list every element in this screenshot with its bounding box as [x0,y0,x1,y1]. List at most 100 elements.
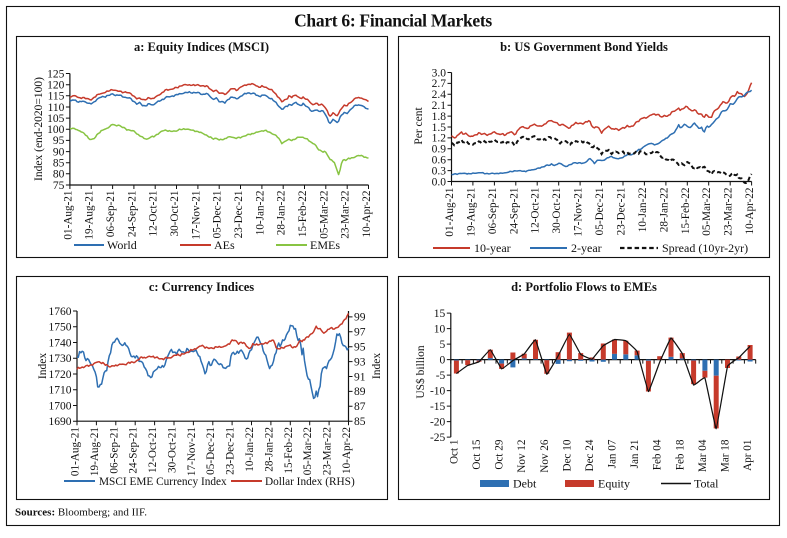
svg-text:110: 110 [48,102,65,114]
svg-text:-5: -5 [436,370,446,382]
svg-text:Apr 01: Apr 01 [742,440,754,471]
svg-text:Spread (10yr-2yr): Spread (10yr-2yr) [662,241,748,255]
svg-text:17-Nov-21: 17-Nov-21 [190,191,202,240]
svg-text:Oct 15: Oct 15 [471,439,483,470]
svg-text:Nov 12: Nov 12 [516,440,528,473]
svg-text:23-Dec-21: 23-Dec-21 [233,191,245,239]
svg-text:10-Apr-22: 10-Apr-22 [341,427,353,474]
svg-text:30-Oct-21: 30-Oct-21 [169,191,181,237]
svg-text:1700: 1700 [49,400,72,412]
svg-text:99: 99 [354,312,366,324]
svg-text:10-year: 10-year [474,241,511,255]
svg-text:EMEs: EMEs [310,238,340,252]
svg-text:24-Sep-21: 24-Sep-21 [126,191,138,238]
svg-text:19-Aug-21: 19-Aug-21 [89,427,101,476]
svg-text:19-Aug-21: 19-Aug-21 [465,188,477,237]
svg-text:Mar 18: Mar 18 [720,439,732,472]
svg-text:Per cent: Per cent [413,107,425,145]
svg-text:75: 75 [53,180,65,192]
svg-text:17-Nov-21: 17-Nov-21 [573,188,585,237]
svg-text:0.0: 0.0 [432,176,447,188]
svg-text:87: 87 [354,401,366,413]
svg-text:Jan 07: Jan 07 [607,439,619,468]
svg-text:95: 95 [354,342,366,354]
svg-text:28-Jan-22: 28-Jan-22 [658,188,670,233]
svg-text:Nov 26: Nov 26 [539,439,551,473]
svg-text:1760: 1760 [49,306,72,318]
svg-text:3.0: 3.0 [432,67,447,79]
svg-text:115: 115 [48,91,65,103]
svg-text:10-Apr-22: 10-Apr-22 [361,191,373,238]
svg-text:05-Dec-21: 05-Dec-21 [205,427,217,475]
svg-text:15-Feb-22: 15-Feb-22 [283,427,295,474]
svg-text:-20: -20 [430,416,446,428]
svg-text:10-Jan-22: 10-Jan-22 [254,191,266,236]
svg-text:23-Mar-22: 23-Mar-22 [723,188,735,236]
svg-text:1710: 1710 [49,385,72,397]
svg-text:10-Jan-22: 10-Jan-22 [637,188,649,233]
svg-text:23-Mar-22: 23-Mar-22 [322,427,334,475]
svg-text:01-Aug-21: 01-Aug-21 [70,427,82,476]
svg-text:89: 89 [354,386,366,398]
svg-text:15-Feb-22: 15-Feb-22 [680,188,692,235]
svg-text:28-Jan-22: 28-Jan-22 [263,427,275,472]
svg-text:Index: Index [37,353,49,379]
svg-text:Feb 04: Feb 04 [652,439,664,470]
svg-text:23-Mar-22: 23-Mar-22 [340,191,352,239]
svg-text:93: 93 [354,356,366,368]
svg-text:06-Sep-21: 06-Sep-21 [105,191,117,238]
svg-text:b: US Government Bond Yields: b: US Government Bond Yields [500,40,668,54]
svg-text:12-Oct-21: 12-Oct-21 [147,427,159,473]
svg-text:Dollar Index (RHS): Dollar Index (RHS) [265,476,355,488]
svg-text:AEs: AEs [214,238,235,252]
svg-text:0.9: 0.9 [432,144,447,156]
svg-text:World: World [107,238,137,252]
svg-text:23-Dec-21: 23-Dec-21 [616,188,628,236]
svg-text:85: 85 [53,158,65,170]
svg-text:2-year: 2-year [571,241,602,255]
svg-text:US$ billion: US$ billion [414,345,427,399]
svg-text:30-Oct-21: 30-Oct-21 [551,188,563,234]
svg-text:Dec 24: Dec 24 [584,439,596,471]
svg-text:1.8: 1.8 [432,111,447,123]
svg-text:10-Jan-22: 10-Jan-22 [244,427,256,472]
svg-text:1750: 1750 [49,322,72,334]
svg-text:0.6: 0.6 [432,155,447,167]
svg-text:120: 120 [47,80,65,92]
svg-text:105: 105 [47,113,65,125]
svg-text:24-Sep-21: 24-Sep-21 [128,427,140,474]
svg-text:Oct 1: Oct 1 [448,440,460,465]
svg-text:05-Mar-22: 05-Mar-22 [701,188,713,236]
svg-text:a: Equity Indices (MSCI): a: Equity Indices (MSCI) [134,40,269,54]
svg-text:Sources: Bloomberg; and IIF.: Sources: Bloomberg; and IIF. [15,507,147,519]
svg-text:17-Nov-21: 17-Nov-21 [186,427,198,476]
svg-text:15-Feb-22: 15-Feb-22 [297,191,309,238]
svg-text:06-Sep-21: 06-Sep-21 [108,427,120,474]
svg-text:Equity: Equity [598,477,630,491]
svg-text:Jan 21: Jan 21 [629,440,641,469]
svg-text:06-Sep-21: 06-Sep-21 [487,188,499,235]
svg-text:100: 100 [47,124,65,136]
svg-text:2.1: 2.1 [432,100,447,112]
svg-text:Index (end-2020=100): Index (end-2020=100) [33,77,45,181]
svg-text:12-Oct-21: 12-Oct-21 [530,188,542,234]
svg-text:05-Dec-21: 05-Dec-21 [594,188,606,236]
svg-text:10: 10 [434,323,446,335]
svg-text:15: 15 [434,308,446,320]
svg-text:Total: Total [694,477,719,491]
svg-text:12-Oct-21: 12-Oct-21 [148,191,160,237]
svg-text:2.4: 2.4 [432,89,447,101]
svg-text:0.3: 0.3 [432,165,447,177]
svg-text:1690: 1690 [49,416,72,428]
svg-text:95: 95 [53,135,65,147]
svg-text:Index: Index [371,353,383,379]
svg-text:0: 0 [440,354,446,366]
svg-text:05-Dec-21: 05-Dec-21 [212,191,224,239]
svg-text:01-Aug-21: 01-Aug-21 [62,191,74,240]
svg-text:10-Apr-22: 10-Apr-22 [744,188,756,235]
svg-text:97: 97 [354,327,366,339]
svg-text:19-Aug-21: 19-Aug-21 [84,191,96,240]
svg-text:1720: 1720 [49,369,72,381]
svg-text:1740: 1740 [49,337,72,349]
svg-text:91: 91 [354,371,366,383]
